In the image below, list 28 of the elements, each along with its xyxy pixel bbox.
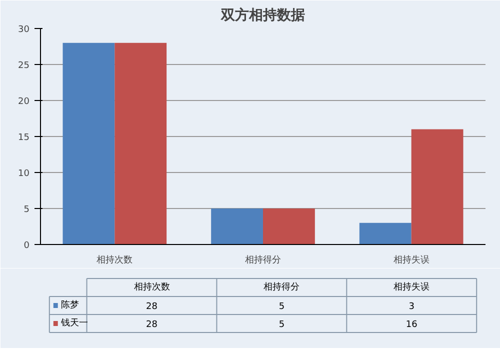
y-tick-label: 30 (18, 25, 30, 35)
category-label: 相持失误 (394, 282, 430, 292)
bar (211, 208, 263, 244)
data-label: 5 (278, 302, 285, 312)
data-label: 28 (146, 320, 158, 330)
bar (263, 208, 315, 244)
y-tick-label: 0 (24, 241, 30, 251)
data-label: 5 (278, 320, 285, 330)
bar (114, 42, 167, 244)
category-label: 相持次数 (134, 282, 170, 292)
data-label: 28 (146, 302, 158, 312)
x-tick-label: 相持得分 (245, 254, 281, 266)
data-label: 3 (408, 302, 414, 312)
bar (359, 222, 412, 244)
bar (62, 42, 115, 244)
legend-label: 钱天一 (60, 318, 88, 328)
data-label: 16 (406, 320, 418, 330)
y-tick-label: 25 (18, 61, 30, 71)
legend-label: 陈梦 (60, 300, 79, 310)
chart-title: 双方相持数据 (220, 6, 305, 24)
x-tick-label: 相持次数 (96, 254, 133, 266)
x-tick-label: 相持失误 (393, 254, 430, 266)
y-tick-label: 15 (18, 133, 30, 143)
y-tick-label: 20 (18, 97, 30, 107)
bar (411, 129, 464, 244)
y-tick-label: 5 (24, 205, 30, 215)
category-label: 相持得分 (264, 282, 300, 292)
y-tick-label: 10 (18, 169, 30, 179)
